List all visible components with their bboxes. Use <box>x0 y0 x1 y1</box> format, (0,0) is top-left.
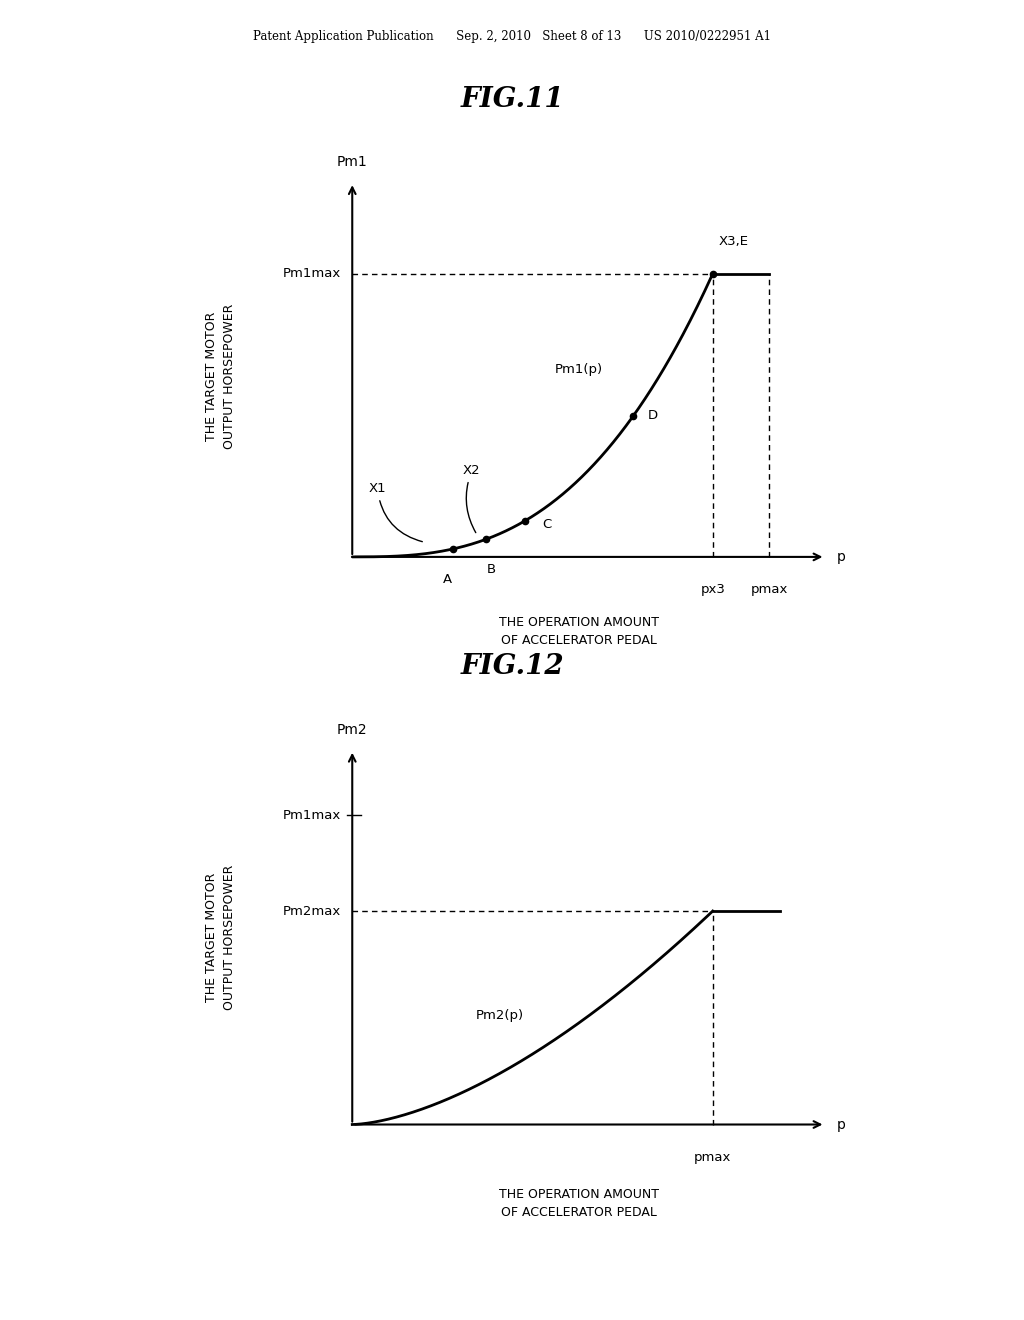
Text: Pm1: Pm1 <box>337 156 368 169</box>
Text: Pm2max: Pm2max <box>283 904 341 917</box>
Text: Patent Application Publication      Sep. 2, 2010   Sheet 8 of 13      US 2010/02: Patent Application Publication Sep. 2, 2… <box>253 30 771 44</box>
Text: Pm1max: Pm1max <box>283 809 341 822</box>
Text: p: p <box>837 1118 846 1131</box>
Text: A: A <box>443 573 453 586</box>
Text: X2: X2 <box>463 465 480 533</box>
Text: Pm1max: Pm1max <box>283 267 341 280</box>
Text: THE TARGET MOTOR
OUTPUT HORSEPOWER: THE TARGET MOTOR OUTPUT HORSEPOWER <box>205 304 236 449</box>
Text: Pm1(p): Pm1(p) <box>555 363 603 376</box>
Text: Pm2(p): Pm2(p) <box>476 1008 524 1022</box>
Text: p: p <box>837 550 846 564</box>
Text: THE OPERATION AMOUNT
OF ACCELERATOR PEDAL: THE OPERATION AMOUNT OF ACCELERATOR PEDA… <box>499 616 658 647</box>
Text: FIG.12: FIG.12 <box>460 653 564 680</box>
Text: pmax: pmax <box>751 583 787 597</box>
Text: px3: px3 <box>700 583 725 597</box>
Text: Pm2: Pm2 <box>337 723 368 737</box>
Text: THE OPERATION AMOUNT
OF ACCELERATOR PEDAL: THE OPERATION AMOUNT OF ACCELERATOR PEDA… <box>499 1188 658 1218</box>
Text: C: C <box>542 519 551 532</box>
Text: FIG.11: FIG.11 <box>460 86 564 112</box>
Text: B: B <box>486 564 496 577</box>
Text: X3,E: X3,E <box>719 235 749 248</box>
Text: pmax: pmax <box>694 1151 731 1164</box>
Text: X1: X1 <box>369 482 422 541</box>
Text: THE TARGET MOTOR
OUTPUT HORSEPOWER: THE TARGET MOTOR OUTPUT HORSEPOWER <box>205 865 236 1010</box>
Text: D: D <box>647 409 657 422</box>
